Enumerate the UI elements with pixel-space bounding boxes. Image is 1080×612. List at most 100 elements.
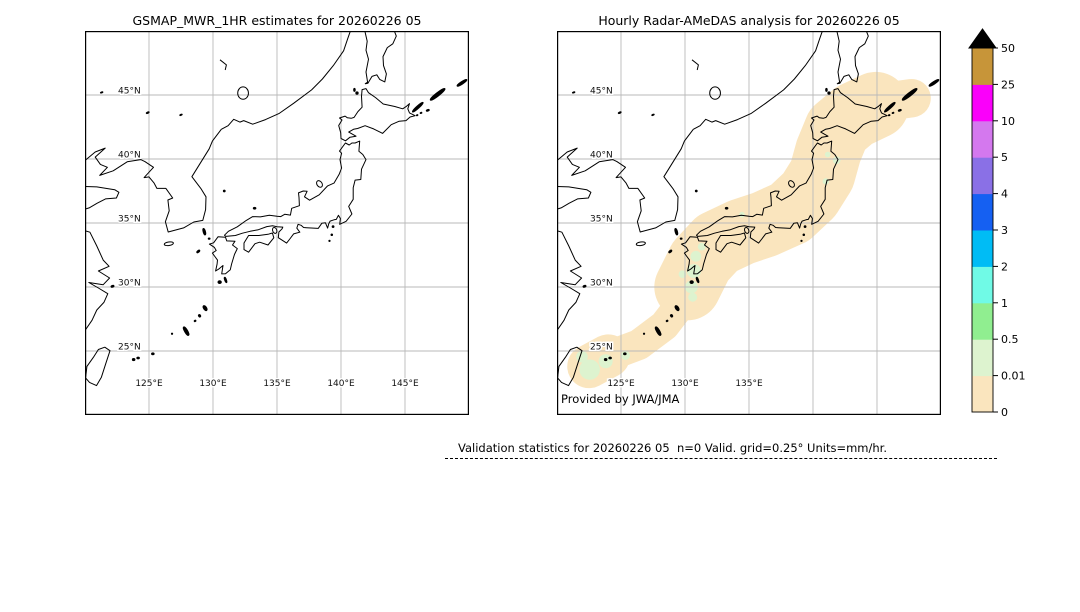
colorbar-segment bbox=[972, 157, 993, 195]
coastline-honshu bbox=[224, 140, 367, 244]
lake-khanka bbox=[709, 86, 721, 100]
lon-label: 125°E bbox=[607, 379, 635, 389]
island bbox=[827, 91, 831, 95]
island bbox=[674, 305, 680, 312]
rain-light-patch bbox=[690, 250, 702, 262]
colorbar-tick-label: 0.01 bbox=[1001, 370, 1026, 383]
island bbox=[788, 180, 795, 188]
rain-trace-band bbox=[654, 71, 909, 321]
coastline-korea-china bbox=[85, 128, 222, 233]
colorbar-overflow-triangle bbox=[968, 28, 997, 49]
island bbox=[316, 180, 323, 188]
coastline-manchuria-river bbox=[219, 59, 227, 71]
island bbox=[883, 101, 896, 113]
colorbar-tick-label: 50 bbox=[1001, 42, 1015, 55]
island bbox=[825, 87, 828, 92]
island bbox=[668, 249, 673, 254]
lon-label: 140°E bbox=[327, 379, 355, 389]
lat-label: 25°N bbox=[118, 343, 141, 353]
lon-label: 135°E bbox=[263, 379, 291, 389]
coastline-layer bbox=[85, 31, 468, 387]
colorbar-tick-label: 0.5 bbox=[1001, 333, 1019, 346]
lat-label: 35°N bbox=[118, 215, 141, 225]
island bbox=[744, 226, 750, 234]
coastline-russia-primorye bbox=[221, 31, 351, 130]
lat-label: 25°N bbox=[590, 343, 613, 353]
island bbox=[207, 237, 211, 240]
coastline-hokkaido bbox=[810, 88, 888, 142]
rain-light-patch bbox=[598, 354, 613, 369]
colorbar-tick-label: 2 bbox=[1001, 260, 1008, 273]
island bbox=[217, 280, 222, 285]
coastline-kyushu bbox=[208, 236, 238, 275]
coastline-layer bbox=[557, 31, 940, 387]
map-frame bbox=[85, 31, 469, 415]
island bbox=[669, 314, 674, 318]
colorbar-segment bbox=[972, 48, 993, 85]
precipitation-layer bbox=[567, 71, 931, 389]
island bbox=[163, 241, 174, 247]
island bbox=[689, 280, 694, 285]
right-panel-title: Hourly Radar-AMeDAS analysis for 2026022… bbox=[598, 13, 900, 28]
rain-light-patch bbox=[621, 351, 630, 360]
coastline-honshu bbox=[696, 140, 839, 244]
lon-label: 135°E bbox=[735, 379, 763, 389]
lon-label: 145°E bbox=[391, 379, 419, 389]
colorbar-tick-label: 1 bbox=[1001, 297, 1008, 310]
island bbox=[429, 88, 446, 101]
lat-label: 45°N bbox=[118, 87, 141, 97]
lon-label: 125°E bbox=[135, 379, 163, 389]
island bbox=[897, 108, 902, 112]
coastline-shikoku bbox=[715, 232, 747, 253]
coastline-shandong bbox=[557, 186, 592, 210]
coastline-shandong bbox=[85, 186, 120, 210]
lon-label: 130°E bbox=[199, 379, 227, 389]
coastline-sakhalin bbox=[836, 31, 869, 85]
lon-label: 130°E bbox=[671, 379, 699, 389]
island bbox=[196, 249, 201, 254]
island bbox=[887, 114, 891, 117]
colorbar-segment bbox=[972, 193, 993, 231]
colorbar-tick-label: 3 bbox=[1001, 224, 1008, 237]
island bbox=[617, 111, 622, 115]
island bbox=[222, 189, 226, 193]
radar-amedas-analysis-map: 45°N 40°N 35°N 30°N 25°N 125°E 130°E 135°E bbox=[557, 31, 941, 415]
colorbar-segment bbox=[972, 230, 993, 267]
colorbar-segment bbox=[972, 120, 993, 158]
coastline-china-southeast bbox=[85, 230, 111, 331]
lat-label: 45°N bbox=[590, 87, 613, 97]
rain-light-patch bbox=[824, 151, 831, 158]
island bbox=[110, 284, 115, 288]
island bbox=[603, 358, 608, 362]
island bbox=[679, 237, 683, 240]
island bbox=[901, 88, 918, 101]
island bbox=[571, 91, 576, 94]
island bbox=[800, 239, 803, 243]
island bbox=[419, 111, 423, 114]
graticule-layer bbox=[85, 31, 469, 415]
lat-label: 35°N bbox=[590, 215, 613, 225]
island bbox=[136, 356, 140, 360]
island bbox=[99, 91, 104, 94]
coastline-kyushu bbox=[680, 236, 710, 275]
colorbar-tick-label: 5 bbox=[1001, 151, 1008, 164]
island bbox=[202, 305, 208, 312]
island bbox=[252, 206, 257, 210]
coastline-sakhalin bbox=[364, 31, 397, 85]
lake-khanka bbox=[237, 86, 249, 100]
island bbox=[197, 314, 202, 318]
colorbar-segment bbox=[972, 84, 993, 122]
island bbox=[928, 79, 940, 87]
lat-label: 40°N bbox=[590, 151, 613, 161]
island bbox=[608, 356, 612, 360]
island bbox=[353, 87, 356, 92]
island bbox=[411, 101, 424, 113]
left-panel-title: GSMAP_MWR_1HR estimates for 20260226 05 bbox=[132, 13, 422, 28]
island bbox=[803, 225, 807, 228]
coastline-hokkaido bbox=[338, 88, 416, 142]
island bbox=[170, 332, 174, 335]
lat-label: 30°N bbox=[590, 279, 613, 289]
island bbox=[695, 276, 700, 284]
colorbar-segment bbox=[972, 339, 993, 377]
